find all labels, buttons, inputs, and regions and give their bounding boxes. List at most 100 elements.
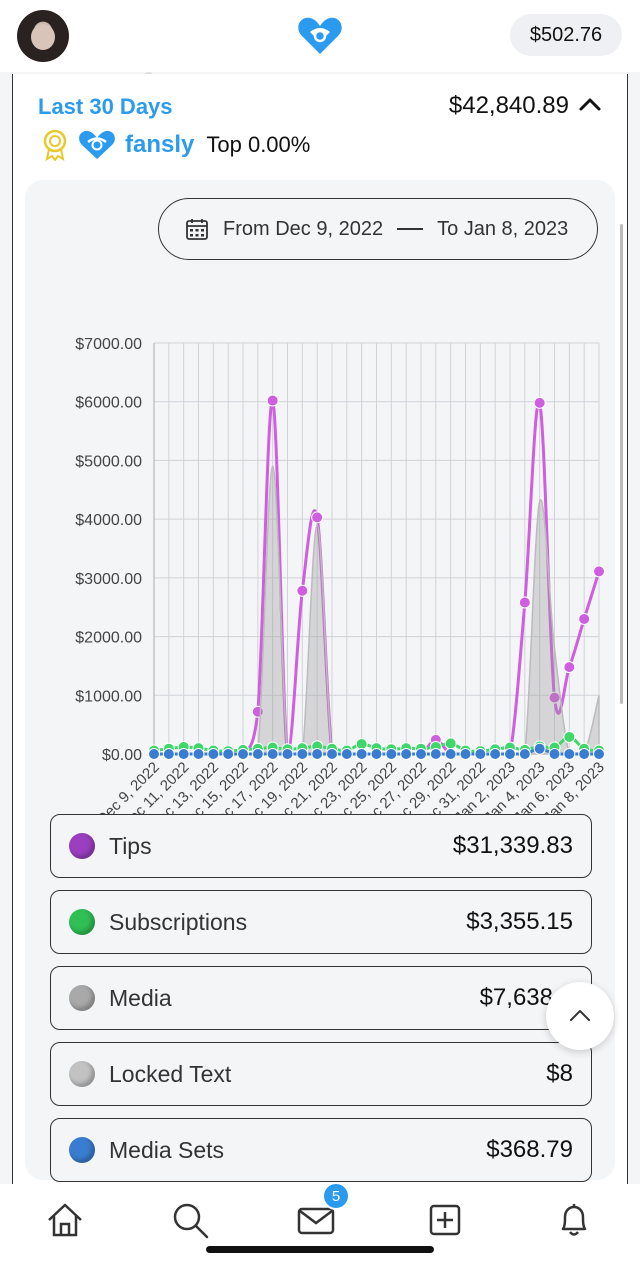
fansly-heart-icon <box>79 130 115 159</box>
fansly-logo-icon[interactable] <box>296 14 344 56</box>
top-bar: $502.76 <box>0 0 640 72</box>
data-point-tips <box>266 394 279 407</box>
nav-messages[interactable]: 5 <box>294 1182 350 1242</box>
data-point-media-sets <box>281 748 294 760</box>
period-total: $42,840.89 <box>448 92 569 119</box>
search-icon <box>173 1203 209 1239</box>
nav-home[interactable] <box>43 1198 87 1242</box>
legend-color-dot <box>69 985 95 1011</box>
legend-label: Media <box>109 984 172 1011</box>
data-point-media-sets <box>474 748 487 760</box>
nav-notifications[interactable] <box>552 1198 596 1242</box>
data-point-media-sets <box>459 748 472 760</box>
data-point-tips <box>311 511 324 524</box>
data-point-media-sets <box>385 748 398 760</box>
data-point-media-sets <box>504 748 516 760</box>
data-point-media-sets <box>340 748 353 760</box>
y-tick-label: $2000.00 <box>75 630 142 647</box>
data-point-media-sets <box>400 748 413 760</box>
nav-search[interactable] <box>168 1198 212 1242</box>
legend-value: $3,355.15 <box>466 908 573 935</box>
wallet-balance[interactable]: $502.76 <box>510 14 622 56</box>
date-range-picker[interactable]: From Dec 9, 2022 To Jan 8, 2023 <box>158 198 598 260</box>
data-point-media-sets <box>237 748 249 760</box>
home-indicator <box>206 1246 434 1253</box>
data-point-media-sets <box>162 748 175 760</box>
home-icon <box>48 1203 82 1237</box>
data-point-media-sets <box>415 748 427 760</box>
data-point-media-sets <box>251 748 264 760</box>
legend-label: Media Sets <box>109 1136 225 1163</box>
y-tick-label: $6000.00 <box>75 395 142 412</box>
legend-label: Locked Text <box>109 1060 232 1087</box>
legend-label: Tips <box>109 832 152 859</box>
legend-item-media-sets[interactable]: Media Sets $368.79 <box>50 1118 592 1182</box>
data-point-subscriptions <box>444 737 457 750</box>
data-point-tips <box>578 612 591 625</box>
data-point-media-sets <box>207 748 220 760</box>
data-point-tips <box>533 396 546 409</box>
data-point-media-sets <box>311 748 324 760</box>
brand-name: fansly <box>125 131 195 158</box>
legend-value: $368.79 <box>486 1136 573 1163</box>
y-tick-label: $5000.00 <box>75 453 142 470</box>
y-tick-label: $3000.00 <box>75 571 142 588</box>
data-point-media-sets <box>489 748 502 760</box>
envelope-icon <box>297 1207 335 1235</box>
legend-color-dot <box>69 833 95 859</box>
legend-label: Subscriptions <box>109 908 248 935</box>
data-point-media-sets <box>177 748 190 760</box>
messages-badge: 5 <box>322 1182 350 1210</box>
data-point-media-sets <box>222 748 235 760</box>
date-to-label: To Jan 8, 2023 <box>437 217 569 240</box>
rank-text: Top 0.00% <box>206 132 311 157</box>
data-point-tips <box>296 584 309 597</box>
legend-item-tips[interactable]: Tips $31,339.83 <box>50 814 592 878</box>
bottom-nav: 5 <box>0 1182 640 1267</box>
data-point-media-sets <box>370 748 383 760</box>
chevron-up-icon <box>570 1010 590 1021</box>
legend-color-dot <box>69 909 95 935</box>
data-point-media-sets <box>429 748 442 760</box>
y-tick-label: $4000.00 <box>75 512 142 529</box>
data-point-media-sets <box>578 748 591 760</box>
legend-color-dot <box>69 1061 95 1087</box>
data-point-media-sets <box>326 748 338 760</box>
bell-icon <box>561 1204 587 1236</box>
data-point-media-sets <box>548 748 561 760</box>
legend-item-media[interactable]: Media $7,638.0 <box>50 966 592 1030</box>
legend-value: $31,339.83 <box>452 832 573 859</box>
data-point-media-sets <box>148 748 160 760</box>
earnings-card: Last 30 Days $42,840.89 fansly Top 0.00% <box>12 74 628 1184</box>
chevron-up-icon[interactable] <box>577 92 603 118</box>
data-point-media-sets <box>563 748 576 760</box>
legend-item-subscriptions[interactable]: Subscriptions $3,355.15 <box>50 890 592 954</box>
data-point-subscriptions <box>563 730 576 743</box>
data-point-media-sets <box>518 748 531 760</box>
date-from-label: From Dec 9, 2022 <box>223 217 384 240</box>
date-range-dash <box>397 228 424 230</box>
data-point-media-sets <box>355 748 368 760</box>
data-point-media-sets <box>192 748 205 760</box>
data-point-media-sets <box>296 748 309 760</box>
y-tick-label: $7000.00 <box>75 336 142 353</box>
legend-item-locked-text[interactable]: Locked Text $8 <box>50 1042 592 1106</box>
medal-icon <box>43 129 67 161</box>
earnings-chart: $7000.00 $6000.00 $5000.00 $4000.00 $3000.00… <box>75 336 608 820</box>
data-point-media-sets <box>533 742 546 755</box>
avatar[interactable] <box>17 10 69 62</box>
calendar-icon <box>186 219 208 240</box>
scrollbar[interactable] <box>620 224 623 704</box>
data-point-tips <box>593 565 605 578</box>
legend-color-dot <box>69 1137 95 1163</box>
nav-create[interactable] <box>423 1198 467 1242</box>
data-point-media-sets <box>444 748 457 760</box>
data-point-tips <box>563 661 576 674</box>
scroll-top-button[interactable] <box>546 982 614 1050</box>
plus-square-icon <box>429 1204 461 1236</box>
y-tick-label: $1000.00 <box>75 688 142 705</box>
period-label: Last 30 Days <box>38 94 173 119</box>
data-point-media-sets <box>266 748 279 760</box>
y-tick-label: $0.00 <box>102 747 142 764</box>
